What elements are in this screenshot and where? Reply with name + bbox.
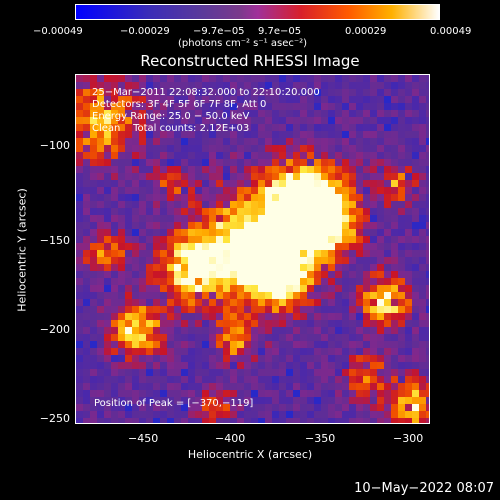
y-tick-label: −250 (39, 412, 70, 425)
y-axis-label: Heliocentric Y (arcsec) (15, 188, 29, 312)
y-tick-label: −200 (39, 323, 70, 336)
colorbar-tick: −0.00049 (33, 26, 83, 37)
x-tick-label: −450 (128, 432, 159, 445)
colorbar-tick: 0.00049 (430, 26, 472, 37)
colorbar-tick: 0.00029 (345, 26, 387, 37)
info-detectors: Detectors: 3F 4F 5F 6F 7F 8F, Att 0 (92, 99, 267, 110)
colorbar-units: (photons cm⁻² s⁻¹ asec⁻²) (178, 38, 308, 49)
info-time-range: 25−Mar−2011 22:08:32.000 to 22:10:20.000 (92, 87, 320, 98)
y-tick-label: −150 (39, 234, 70, 247)
colorbar (75, 4, 440, 20)
colorbar-tick: −0.00029 (120, 26, 170, 37)
y-tick-label: −100 (39, 139, 70, 152)
x-tick-label: −300 (393, 432, 424, 445)
timestamp: 10−May−2022 08:07 (354, 481, 494, 496)
info-method-counts: Clean Total counts: 2.12E+03 (92, 123, 250, 134)
rhessi-image-canvas (76, 75, 429, 423)
info-peak-position: Position of Peak = [−370,−119] (94, 398, 254, 409)
x-axis-label: Heliocentric X (arcsec) (187, 448, 313, 461)
colorbar-tick: −9.7e−05 (193, 26, 245, 37)
x-tick-label: −350 (305, 432, 336, 445)
info-energy-range: Energy Range: 25.0 − 50.0 keV (92, 111, 250, 122)
x-tick-label: −400 (215, 432, 246, 445)
colorbar-tick: 9.7e−05 (258, 26, 302, 37)
rhessi-image: 25−Mar−2011 22:08:32.000 to 22:10:20.000… (75, 74, 430, 424)
image-title: Reconstructed RHESSI Image (140, 52, 360, 70)
